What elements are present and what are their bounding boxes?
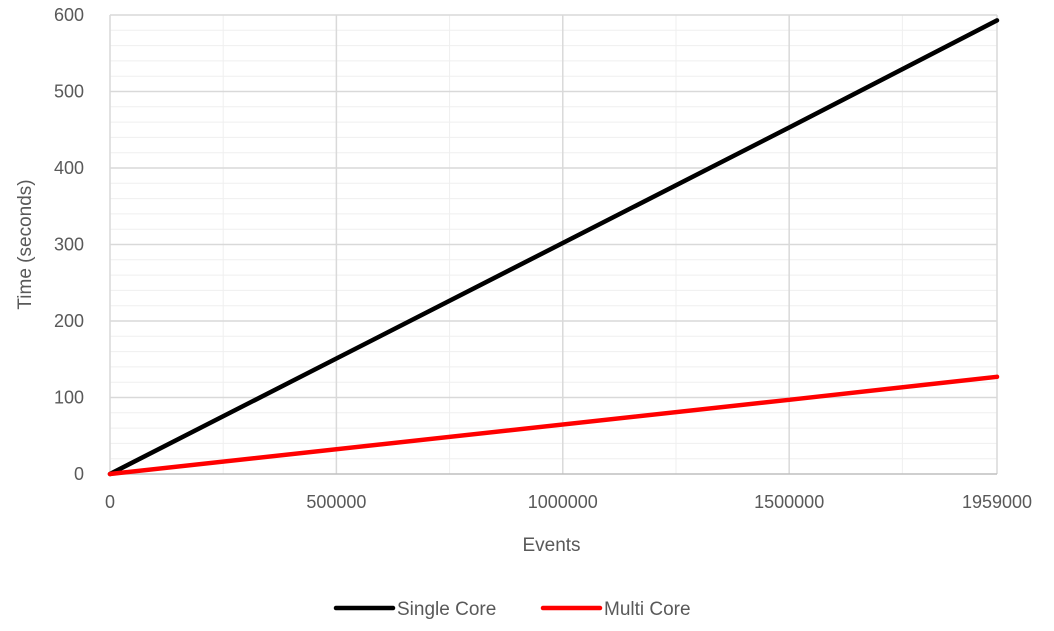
legend-label: Multi Core: [604, 599, 691, 620]
x-tick-label: 0: [105, 492, 115, 512]
x-axis-tick-labels: 0 500000 1000000 1500000 1959000: [105, 492, 1032, 512]
series-lines: [107, 18, 1000, 477]
series-line-multi-core: [107, 374, 1000, 477]
y-axis-title: Time (seconds): [15, 179, 36, 309]
y-tick-label: 200: [54, 311, 84, 331]
major-gridlines: [109, 14, 998, 474]
y-tick-label: 0: [74, 464, 84, 484]
y-tick-label: 100: [54, 388, 84, 408]
x-tick-label: 1959000: [962, 492, 1032, 512]
legend: Single Core Multi Core: [333, 599, 691, 620]
y-axis-tick-labels: 0 100 200 300 400 500 600: [54, 5, 84, 484]
x-tick-label: 1000000: [528, 492, 598, 512]
y-tick-label: 400: [54, 158, 84, 178]
legend-label: Single Core: [397, 599, 496, 620]
y-tick-label: 600: [54, 5, 84, 25]
series-line-single-core: [107, 18, 1000, 477]
y-tick-label: 500: [54, 82, 84, 102]
y-tick-label: 300: [54, 235, 84, 255]
x-axis-title: Events: [522, 535, 580, 556]
x-tick-label: 1500000: [754, 492, 824, 512]
x-tick-label: 500000: [306, 492, 366, 512]
